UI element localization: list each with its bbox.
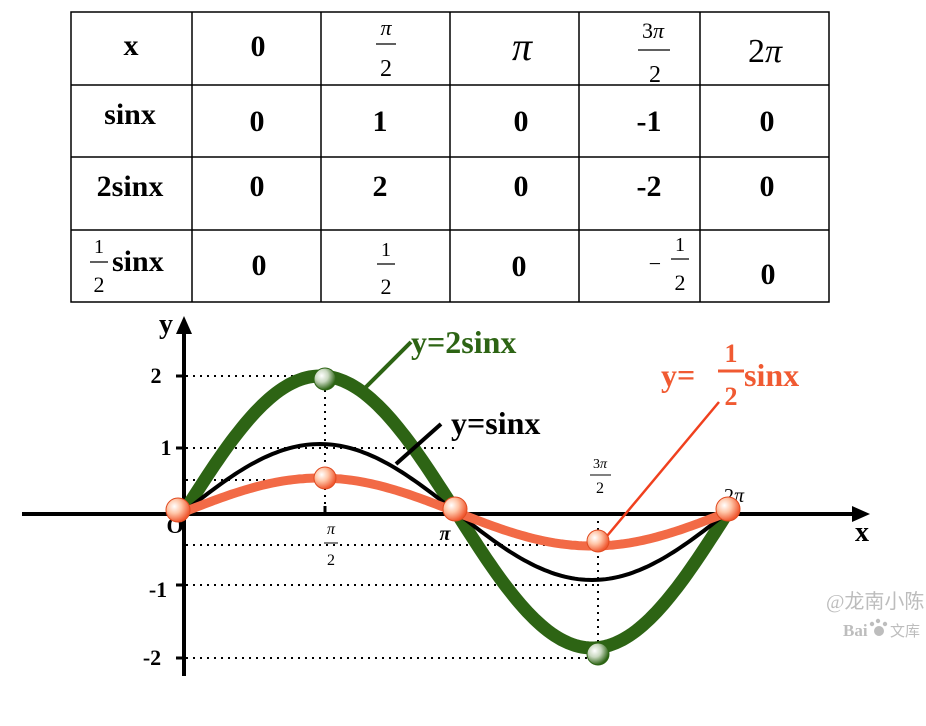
y-tick-label: -1 xyxy=(149,577,167,602)
svg-text:π: π xyxy=(380,15,392,40)
svg-text:y=: y= xyxy=(661,357,695,393)
cell: 0 xyxy=(512,250,527,283)
cell-minus-one-half: − 1 2 xyxy=(649,234,689,295)
y-tick-label: 1 xyxy=(161,435,172,460)
x-axis-label: x xyxy=(855,517,869,548)
point-marker xyxy=(586,642,610,666)
svg-text:sinx: sinx xyxy=(112,245,164,278)
cell: 0 xyxy=(514,105,529,138)
cell: 0 xyxy=(250,105,265,138)
watermark-wenku: 文库 xyxy=(890,623,920,640)
cell: 0 xyxy=(760,105,775,138)
x-tick-pi: π xyxy=(440,523,452,545)
point-marker xyxy=(313,466,337,490)
svg-text:1: 1 xyxy=(381,239,391,261)
svg-text:sinx: sinx xyxy=(744,357,799,393)
leader-y-sinx xyxy=(394,422,443,466)
y-axis-label: y xyxy=(159,309,173,340)
svg-text:2: 2 xyxy=(381,274,392,299)
leader-y-2sinx xyxy=(363,340,413,390)
point-marker xyxy=(313,367,337,391)
value-table: x 0 π 2 π 3π 2 2π sinx 0 1 0 -1 0 2sinx … xyxy=(70,11,830,303)
x-tick-pi-over-2: π 2 xyxy=(324,521,338,569)
y-tick-label: -2 xyxy=(143,645,161,670)
cell: 0 xyxy=(250,170,265,203)
watermark-logo-text: Bai xyxy=(843,621,868,640)
watermark-author: @龙南小陈 xyxy=(826,590,924,613)
header-2pi: 2π xyxy=(748,33,783,70)
svg-text:2: 2 xyxy=(94,272,105,297)
cell-one-half: 1 2 xyxy=(377,239,395,299)
point-marker xyxy=(165,497,191,523)
label-y-half-sinx: y= 1 2 sinx xyxy=(661,339,799,411)
svg-text:3π: 3π xyxy=(593,457,608,472)
point-marker xyxy=(715,496,741,522)
label-y-2sinx: y=2sinx xyxy=(411,324,516,360)
header-pi-over-2: π 2 xyxy=(376,15,396,82)
x-tick-3pi-over-2: 3π 2 xyxy=(590,457,611,497)
cell: -1 xyxy=(637,105,662,138)
point-marker xyxy=(442,496,468,522)
leader-y-half-sinx xyxy=(601,401,720,543)
cell: 0 xyxy=(514,170,529,203)
watermark: @龙南小陈 Bai 文库 xyxy=(826,590,924,640)
paw-icon xyxy=(869,618,888,636)
label-y-sinx: y=sinx xyxy=(451,405,540,441)
svg-text:2: 2 xyxy=(649,62,661,88)
svg-text:1: 1 xyxy=(94,236,104,258)
svg-text:2: 2 xyxy=(725,382,738,411)
y-tick-label: 2 xyxy=(151,363,162,388)
svg-text:π: π xyxy=(327,521,336,538)
row-label-2sinx: 2sinx xyxy=(97,170,164,203)
row-label-sinx: sinx xyxy=(104,98,156,131)
cell: 1 xyxy=(373,105,388,138)
cell: 0 xyxy=(252,249,267,282)
header-pi: π xyxy=(512,24,533,69)
cell: 0 xyxy=(760,170,775,203)
header-3pi-over-2: 3π 2 xyxy=(638,18,670,88)
svg-text:2: 2 xyxy=(596,480,604,497)
cell: 2 xyxy=(373,170,388,203)
header-x: x xyxy=(124,29,139,62)
svg-text:2: 2 xyxy=(327,552,335,569)
svg-text:3π: 3π xyxy=(642,18,665,43)
key-points xyxy=(165,367,741,666)
point-marker xyxy=(586,529,610,553)
svg-text:1: 1 xyxy=(725,339,738,368)
svg-text:−: − xyxy=(649,251,661,276)
header-0: 0 xyxy=(251,30,266,63)
svg-text:2: 2 xyxy=(675,270,686,295)
cell: -2 xyxy=(637,170,662,203)
svg-text:2: 2 xyxy=(380,56,392,82)
row-label-half-sinx: 1 2 sinx xyxy=(90,236,164,297)
svg-text:1: 1 xyxy=(675,234,685,256)
cell: 0 xyxy=(761,258,776,291)
